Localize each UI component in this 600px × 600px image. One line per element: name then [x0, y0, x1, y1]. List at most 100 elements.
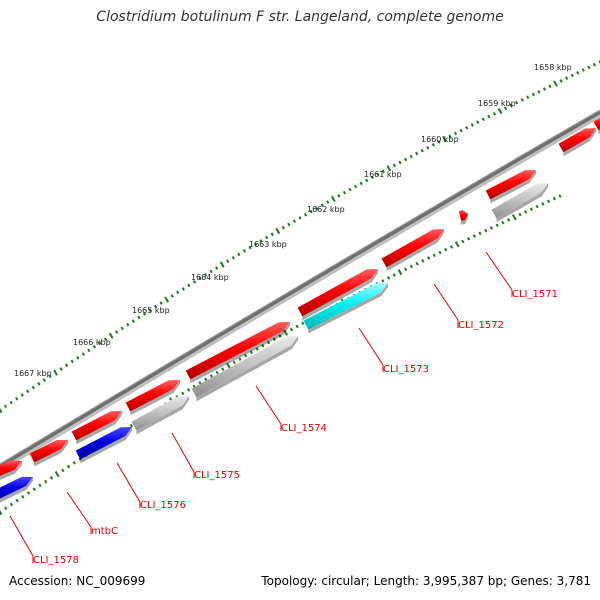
accession-text: Accession: NC_009699 — [9, 574, 146, 588]
inner-tick — [221, 367, 225, 371]
outer-tick — [570, 73, 574, 78]
outer-tick — [459, 128, 463, 133]
outer-tick — [242, 249, 247, 253]
inner-tick — [489, 226, 494, 230]
outer-tick — [187, 283, 191, 288]
tick-label-kbp: 1663 kbp — [249, 240, 287, 249]
inner-tick — [181, 391, 185, 396]
outer-tick — [326, 200, 330, 204]
outer-tick — [292, 219, 297, 224]
inner-tick — [386, 276, 391, 280]
tick-label-kbp: 1660 kbp — [421, 135, 459, 144]
inner-tick — [295, 324, 299, 329]
outer-tick — [59, 367, 63, 371]
leader-line — [433, 283, 459, 328]
outer-tick — [365, 178, 369, 183]
tick-label-kbp: 1662 kbp — [307, 205, 345, 214]
gene-arrow-gray — [131, 396, 189, 431]
inner-tick — [266, 340, 271, 345]
inner-tick — [44, 479, 48, 484]
outer-tick — [131, 319, 135, 323]
gene-arrow-red-shadow — [563, 128, 596, 157]
outer-tick — [348, 187, 352, 192]
gene-arrow-red — [0, 460, 22, 477]
inner-tick — [186, 388, 191, 392]
leader-line — [66, 491, 92, 534]
outer-tick — [137, 315, 141, 320]
inner-tick — [15, 498, 19, 503]
outer-tick — [108, 332, 114, 339]
inner-tick — [289, 327, 294, 332]
gene-label-text: CLI_1573 — [383, 364, 429, 375]
inner-tick — [204, 377, 208, 382]
gene-arrow-red-shadow — [130, 380, 180, 416]
outer-tick — [487, 114, 491, 119]
inner-tick — [426, 256, 431, 260]
outer-tick — [42, 378, 47, 382]
leader-line — [116, 462, 141, 508]
outer-tick — [598, 60, 600, 64]
inner-tick — [9, 502, 14, 507]
outer-tick — [215, 266, 219, 270]
outer-tick — [76, 355, 80, 360]
outer-tick — [298, 216, 302, 220]
outer-tick — [386, 165, 392, 172]
outer-tick — [159, 301, 163, 305]
outer-tick — [219, 261, 225, 268]
inner-tick — [381, 279, 385, 283]
outer-tick — [270, 232, 274, 237]
inner-tick — [38, 483, 42, 488]
outer-tick — [115, 330, 119, 334]
inner-tick — [511, 214, 517, 221]
outer-tick — [281, 225, 285, 230]
inner-tick — [232, 360, 236, 365]
outer-tick — [553, 80, 558, 87]
outer-tick — [548, 84, 552, 89]
outer-tick — [275, 227, 281, 235]
genome-title: Clostridium botulinum F str. Langeland, … — [96, 9, 504, 25]
outer-tick — [415, 151, 419, 156]
outer-tick — [231, 255, 235, 260]
outer-tick — [437, 140, 441, 144]
gene-label-text: CLI_1578 — [33, 555, 79, 566]
inner-tick — [255, 347, 259, 351]
inner-tick — [238, 357, 242, 361]
tick-label-kbp: 1665 kbp — [132, 306, 170, 315]
inner-tick — [78, 457, 82, 461]
outer-tick — [520, 98, 524, 102]
outer-tick — [426, 145, 430, 150]
outer-tick — [226, 259, 230, 263]
gene-arrow-red-shadow — [386, 229, 444, 272]
inner-tick — [472, 234, 476, 238]
outer-tick — [353, 184, 358, 189]
inner-tick — [72, 460, 76, 465]
inner-tick — [535, 204, 539, 209]
gene-arrow-red-shadow — [34, 440, 68, 467]
outer-tick — [65, 363, 69, 367]
inner-tick — [438, 250, 442, 255]
gene-arrow-gray — [491, 183, 548, 219]
outer-tick — [315, 206, 319, 211]
outer-tick — [203, 273, 208, 277]
gene-arrow-red-shadow — [490, 170, 536, 204]
outer-tick — [320, 203, 324, 208]
genome-backbone — [0, 109, 600, 472]
outer-tick — [3, 404, 8, 409]
outer-tick — [248, 245, 252, 250]
outer-tick — [526, 95, 530, 100]
gene-arrow-blue-shadow — [80, 427, 132, 464]
outer-tick — [465, 125, 469, 130]
outer-tick — [476, 120, 480, 124]
inner-tick — [272, 337, 276, 342]
gene-arrow-red — [593, 117, 600, 131]
outer-tick — [503, 106, 508, 111]
outer-tick — [126, 322, 130, 327]
outer-tick — [448, 134, 452, 139]
tick-label-kbp: 1658 kbp — [534, 63, 572, 72]
gene-arrow-red — [458, 210, 468, 221]
outer-tick — [176, 290, 180, 295]
outer-tick — [237, 252, 241, 257]
outer-tick — [181, 287, 185, 291]
inner-tick — [301, 321, 305, 326]
